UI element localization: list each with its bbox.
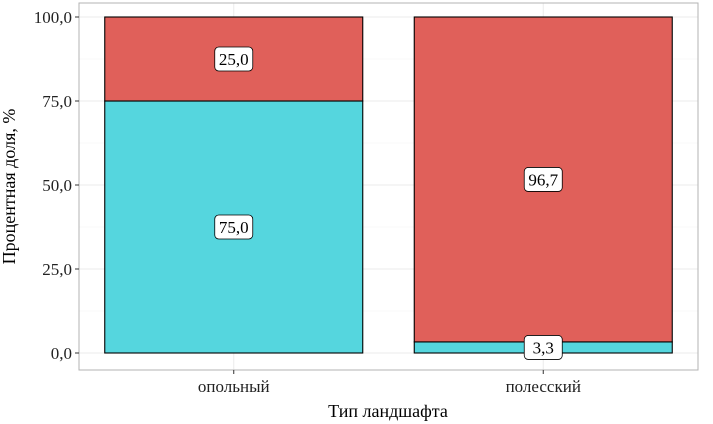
y-tick-label: 50,0 xyxy=(42,176,72,195)
y-tick-label: 75,0 xyxy=(42,92,72,111)
y-axis-title: Процентная доля, % xyxy=(0,109,19,265)
data-label-text: 3,3 xyxy=(533,338,554,357)
y-tick-label: 0,0 xyxy=(51,344,72,363)
x-tick-label: опольный xyxy=(198,377,270,396)
data-label: 25,0 xyxy=(214,46,254,72)
data-label-text: 25,0 xyxy=(219,50,249,69)
plot-panel-border xyxy=(78,2,699,371)
data-label-box xyxy=(523,335,563,360)
x-tick-label: полесский xyxy=(506,377,581,396)
data-label-text: 75,0 xyxy=(219,218,249,237)
data-labels: 75,0 25,0 3,3 96,7 xyxy=(214,46,563,360)
data-label-box xyxy=(523,167,563,192)
data-label: 3,3 xyxy=(523,335,563,360)
y-tick-label: 100,0 xyxy=(34,8,72,27)
data-label-box xyxy=(214,46,254,72)
data-label-box xyxy=(214,214,254,240)
data-label: 75,0 xyxy=(214,214,254,240)
axes: 0,0 25,0 50,0 75,0 100,0 опольный полесский xyxy=(34,8,581,396)
y-tick-label: 25,0 xyxy=(42,260,72,279)
data-label-text: 96,7 xyxy=(528,170,558,189)
x-axis-title: Тип ландшафта xyxy=(328,401,448,421)
data-label: 96,7 xyxy=(523,167,563,192)
